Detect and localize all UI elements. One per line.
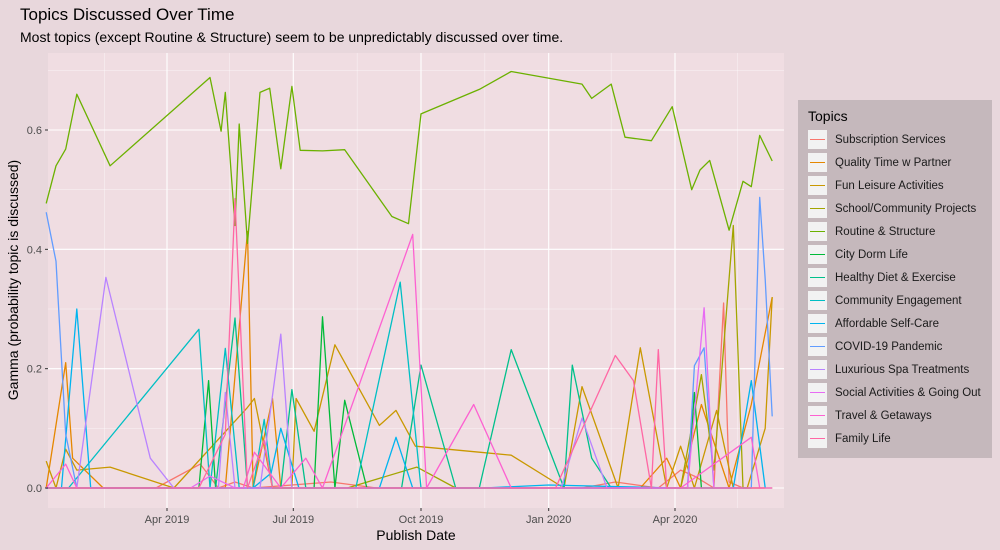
x-tick-label: Apr 2019 <box>145 514 190 526</box>
y-tick-label: 0.4 <box>27 244 42 256</box>
x-axis-ticks: Apr 2019 Jul 2019 Oct 2019 Jan 2020 Apr 2020 <box>145 508 698 526</box>
legend-key <box>808 383 827 402</box>
legend-label: Healthy Diet & Exercise <box>835 271 956 284</box>
series-line-12 <box>45 233 773 489</box>
grid-minor <box>48 53 784 508</box>
legend-label: Quality Time w Partner <box>835 156 952 169</box>
legend-swatch <box>810 392 825 394</box>
series-line-13 <box>46 197 766 489</box>
legend-item: Fun Leisure Activities <box>808 174 992 197</box>
y-tick-label: 0.2 <box>27 364 42 376</box>
legend-swatch <box>810 254 825 256</box>
legend-swatch <box>810 415 825 417</box>
legend-key <box>808 176 827 195</box>
legend-label: Luxurious Spa Treatments <box>835 363 970 376</box>
legend-title: Topics <box>808 108 848 124</box>
legend-label: COVID-19 Pandemic <box>835 340 943 353</box>
legend-swatch <box>810 438 825 440</box>
legend-item: Travel & Getaways <box>808 404 992 427</box>
legend-label: City Dorm Life <box>835 248 908 261</box>
legend-label: Social Activities & Going Out <box>835 386 981 399</box>
legend-label: School/Community Projects <box>835 202 977 215</box>
chart-subtitle: Most topics (except Routine & Structure)… <box>20 29 564 45</box>
legend-swatch <box>810 277 825 279</box>
legend-swatch <box>810 162 825 164</box>
legend-key <box>808 314 827 333</box>
legend-item: Subscription Services <box>808 128 992 151</box>
legend-key <box>808 337 827 356</box>
legend-label: Family Life <box>835 432 891 445</box>
legend-swatch <box>810 139 825 141</box>
x-tick-label: Jul 2019 <box>273 514 315 526</box>
legend-item: City Dorm Life <box>808 243 992 266</box>
legend-key <box>808 153 827 172</box>
y-tick-label: 0.0 <box>27 483 42 495</box>
legend-swatch <box>810 346 825 348</box>
x-tick-label: Apr 2020 <box>653 514 698 526</box>
legend-swatch <box>810 231 825 233</box>
legend-key <box>808 429 827 448</box>
legend-item: Quality Time w Partner <box>808 151 992 174</box>
x-tick-label: Jan 2020 <box>526 514 571 526</box>
legend-swatch <box>810 185 825 187</box>
legend-key <box>808 130 827 149</box>
y-axis-title: Gamma (probability topic is discussed) <box>5 160 21 400</box>
legend-label: Affordable Self-Care <box>835 317 939 330</box>
legend-key <box>808 199 827 218</box>
legend-label: Subscription Services <box>835 133 946 146</box>
legend-swatch <box>810 323 825 325</box>
series-lines <box>45 70 773 489</box>
legend-item: COVID-19 Pandemic <box>808 335 992 358</box>
legend-key <box>808 245 827 264</box>
x-tick-label: Oct 2019 <box>399 514 444 526</box>
legend-label: Fun Leisure Activities <box>835 179 944 192</box>
legend-item: Social Activities & Going Out <box>808 381 992 404</box>
legend-key <box>808 291 827 310</box>
legend-items: Subscription Services Quality Time w Part… <box>808 128 992 450</box>
legend-label: Travel & Getaways <box>835 409 932 422</box>
y-tick-label: 0.6 <box>27 125 42 137</box>
legend-key <box>808 406 827 425</box>
legend-item: Affordable Self-Care <box>808 312 992 335</box>
legend-item: Family Life <box>808 427 992 450</box>
legend-swatch <box>810 369 825 371</box>
legend-item: School/Community Projects <box>808 197 992 220</box>
legend-swatch <box>810 300 825 302</box>
x-axis-title: Publish Date <box>376 527 456 543</box>
series-line-4 <box>45 70 773 245</box>
legend-item: Community Engagement <box>808 289 992 312</box>
legend-item: Routine & Structure <box>808 220 992 243</box>
legend-item: Luxurious Spa Treatments <box>808 358 992 381</box>
legend-key <box>808 222 827 241</box>
legend-label: Routine & Structure <box>835 225 936 238</box>
legend-item: Healthy Diet & Exercise <box>808 266 992 289</box>
legend-key <box>808 360 827 379</box>
legend-swatch <box>810 208 825 210</box>
legend: Topics Subscription Services Quality Time… <box>798 100 992 458</box>
legend-key <box>808 268 827 287</box>
y-axis-ticks: 0.0 0.2 0.4 0.6 <box>27 125 48 495</box>
chart-title: Topics Discussed Over Time <box>20 5 235 24</box>
legend-label: Community Engagement <box>835 294 962 307</box>
